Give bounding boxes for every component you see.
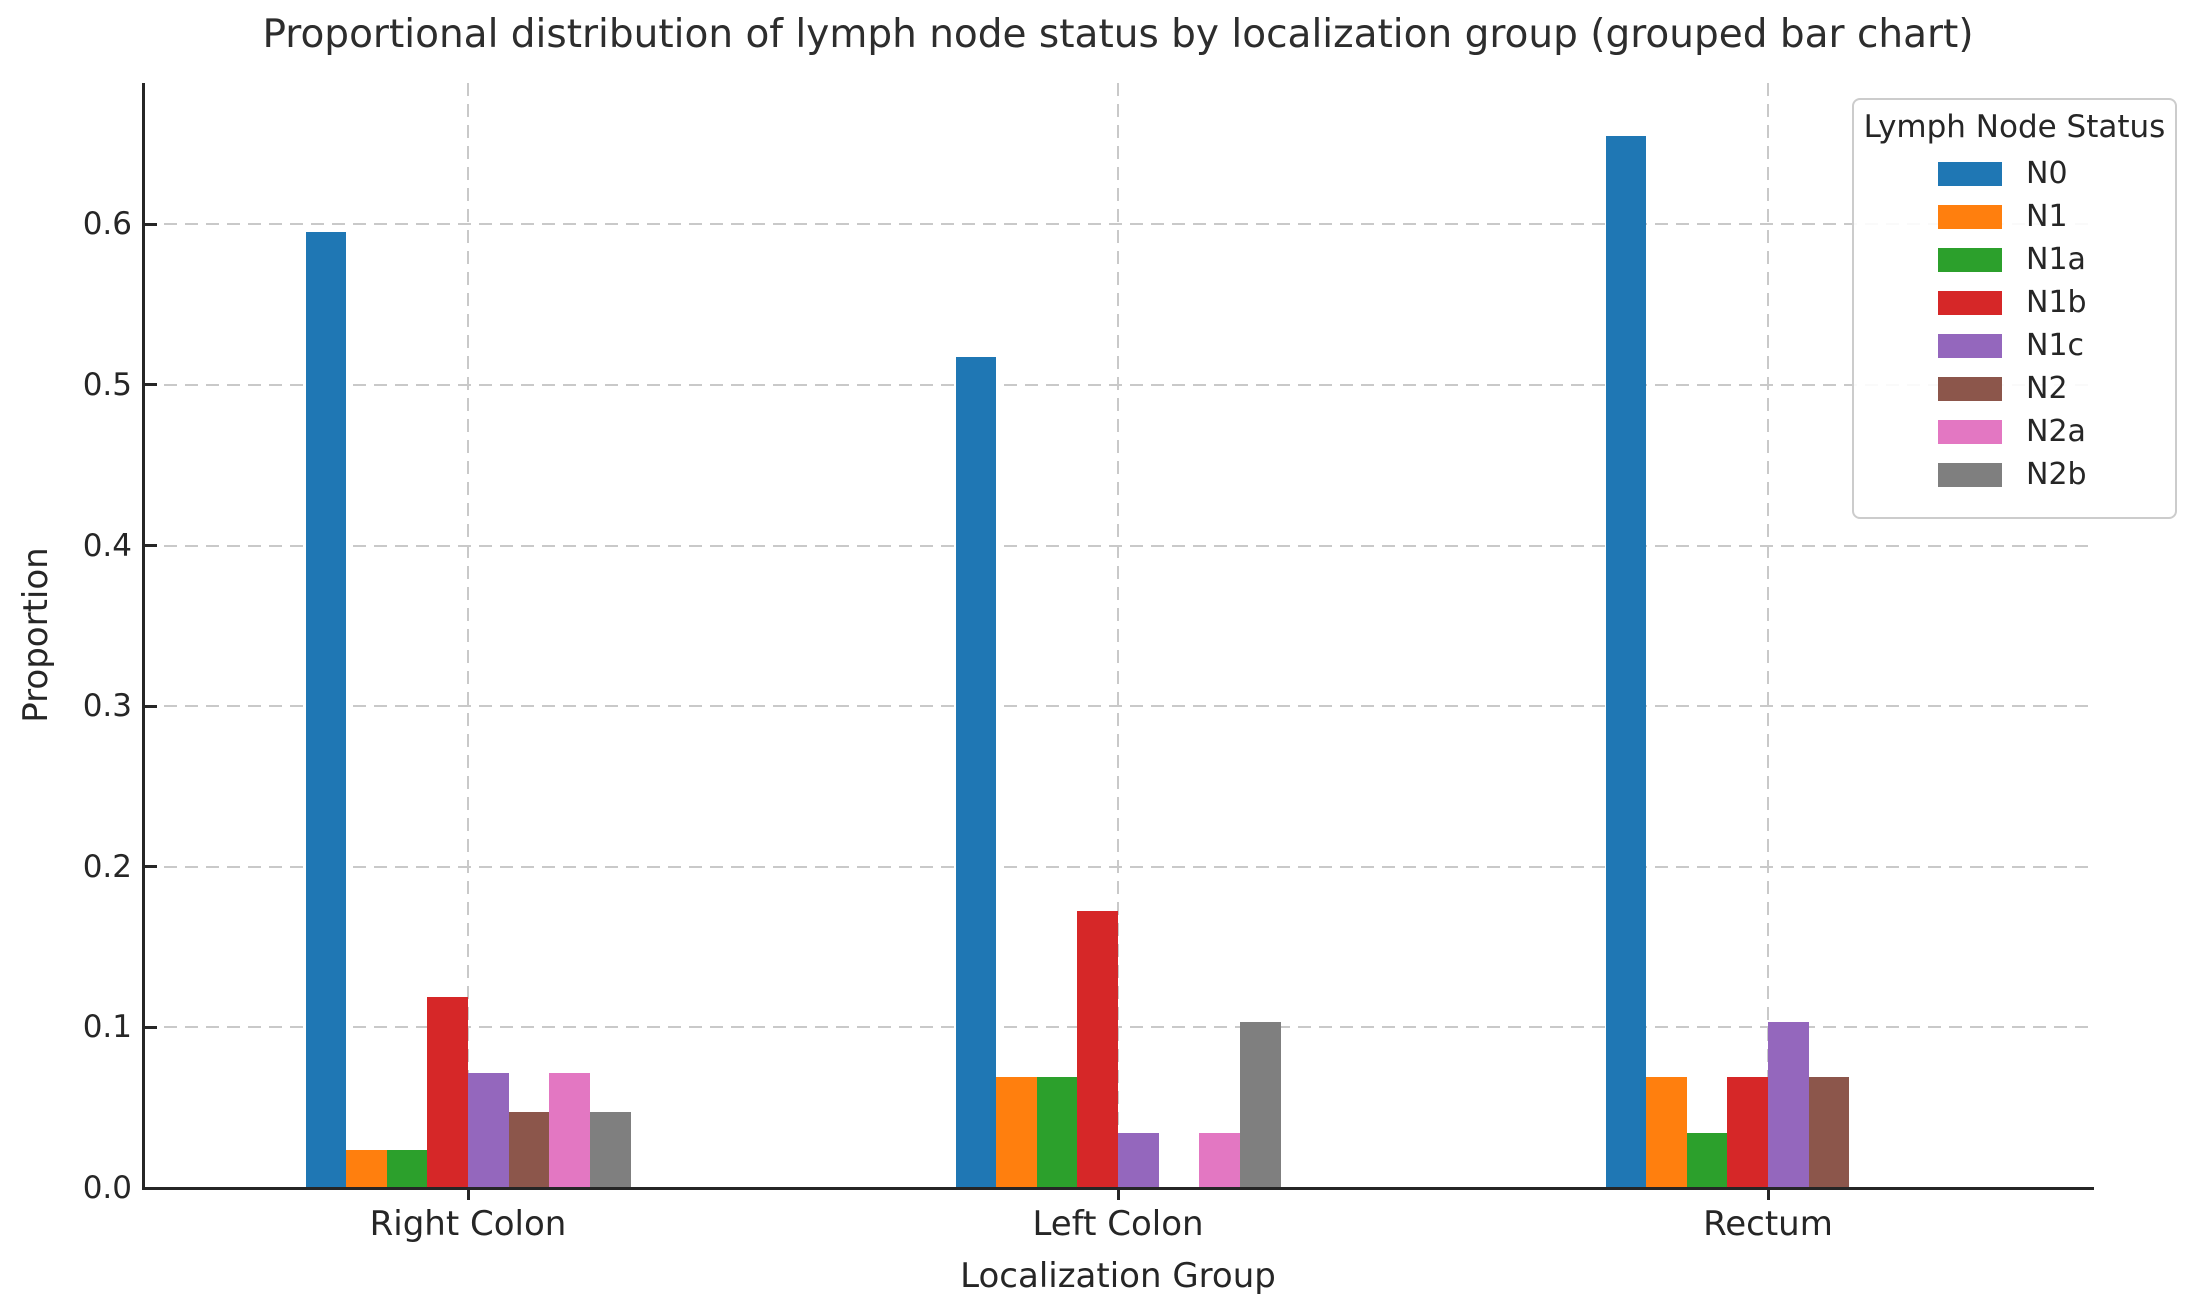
legend-label-n2: N2 — [2026, 371, 2068, 406]
gridline-x-rectum — [1767, 83, 1769, 1188]
bar-rectum-n1a — [1686, 1132, 1728, 1188]
x-axis-label: Localization Group — [960, 1256, 1276, 1296]
legend-item-n1: N1 — [1854, 195, 2175, 238]
y-tick-label-0.6: 0.6 — [82, 206, 132, 243]
x-tick-right-colon — [466, 1190, 470, 1200]
chart-title: Proportional distribution of lymph node … — [262, 12, 1974, 57]
legend-item-n0: N0 — [1854, 152, 2175, 195]
legend-items: N0 N1 N1a N1b N1c N2 N2a N2b — [1854, 152, 2175, 496]
y-tick-label-0.5: 0.5 — [82, 366, 132, 403]
x-tick-rectum — [1766, 1190, 1770, 1200]
y-tick-label-0.4: 0.4 — [82, 527, 132, 564]
bar-left-colon-n0 — [955, 357, 997, 1188]
bar-right-colon-n1 — [346, 1149, 387, 1188]
y-tick-label-0.2: 0.2 — [82, 848, 132, 885]
legend-swatch-n1c — [1938, 333, 2002, 358]
gridline-x-right-colon — [467, 83, 469, 1188]
y-tick-label-0: 0.0 — [82, 1170, 132, 1206]
y-tick-0.4 — [145, 544, 157, 548]
x-tick-left-colon — [1116, 1190, 1120, 1200]
legend-swatch-n1a — [1938, 247, 2002, 272]
legend-label-n2b: N2b — [2026, 457, 2087, 492]
legend-title: Lymph Node Status — [1863, 109, 2166, 145]
legend-swatch-n0 — [1938, 161, 2002, 186]
bar-right-colon-n1a — [386, 1149, 428, 1188]
legend-label-n1a: N1a — [2026, 242, 2086, 277]
bar-left-colon-n1 — [996, 1077, 1037, 1188]
bar-right-colon-n2 — [508, 1111, 550, 1188]
bar-right-colon-n2b — [589, 1111, 631, 1188]
legend-swatch-n2a — [1938, 419, 2002, 444]
legend-label-n2a: N2a — [2026, 414, 2086, 449]
legend-item-n2: N2 — [1854, 367, 2175, 410]
bar-left-colon-n1c — [1118, 1132, 1159, 1188]
y-tick-0.6 — [145, 222, 157, 226]
legend-label-n0: N0 — [2026, 156, 2068, 191]
bar-right-colon-n1c — [468, 1073, 509, 1188]
legend-label-n1c: N1c — [2026, 328, 2085, 363]
bar-rectum-n1c — [1768, 1021, 1809, 1188]
y-tick-0.5 — [145, 383, 157, 387]
legend-item-n2a: N2a — [1854, 410, 2175, 453]
y-tick-0.3 — [145, 704, 157, 708]
y-tick-label-0.1: 0.1 — [82, 1009, 132, 1046]
y-tick-label-0.3: 0.3 — [82, 688, 132, 725]
y-tick-0.2 — [145, 865, 157, 869]
gridline-x-left-colon — [1117, 83, 1119, 1188]
x-tick-label-right-colon: Right Colon — [369, 1204, 567, 1244]
legend-item-n1b: N1b — [1854, 281, 2175, 324]
legend-swatch-n1 — [1938, 204, 2002, 229]
legend-swatch-n2 — [1938, 376, 2002, 401]
legend-item-n2b: N2b — [1854, 453, 2175, 496]
bar-rectum-n1 — [1646, 1077, 1687, 1188]
legend-item-n1a: N1a — [1854, 238, 2175, 281]
legend-swatch-n2b — [1938, 462, 2002, 487]
legend-item-n1c: N1c — [1854, 324, 2175, 367]
bar-left-colon-n2a — [1199, 1132, 1240, 1188]
legend-label-n1: N1 — [2026, 199, 2068, 234]
bar-left-colon-n1b — [1077, 911, 1118, 1188]
bar-left-colon-n2b — [1239, 1021, 1281, 1188]
bar-left-colon-n1a — [1036, 1077, 1078, 1188]
bar-rectum-n2 — [1808, 1077, 1850, 1188]
legend-label-n1b: N1b — [2026, 285, 2087, 320]
bar-right-colon-n0 — [305, 232, 347, 1188]
bar-rectum-n1b — [1727, 1077, 1768, 1188]
x-tick-label-left-colon: Left Colon — [1032, 1204, 1204, 1244]
y-axis-spine — [142, 83, 145, 1190]
y-tick-0.1 — [145, 1025, 157, 1029]
x-axis-spine — [142, 1187, 2094, 1190]
bar-right-colon-n1b — [427, 996, 468, 1188]
bar-right-colon-n2a — [549, 1073, 590, 1188]
y-tick-0 — [145, 1186, 157, 1190]
legend-swatch-n1b — [1938, 290, 2002, 315]
x-tick-label-rectum: Rectum — [1703, 1204, 1833, 1244]
bar-rectum-n0 — [1605, 135, 1647, 1188]
legend: Lymph Node Status N0 N1 N1a N1b N1c N2 N2a N2b — [1852, 98, 2177, 519]
